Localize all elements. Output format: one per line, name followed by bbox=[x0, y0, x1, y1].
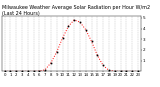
Text: Milwaukee Weather Average Solar Radiation per Hour W/m2 (Last 24 Hours): Milwaukee Weather Average Solar Radiatio… bbox=[2, 5, 150, 16]
